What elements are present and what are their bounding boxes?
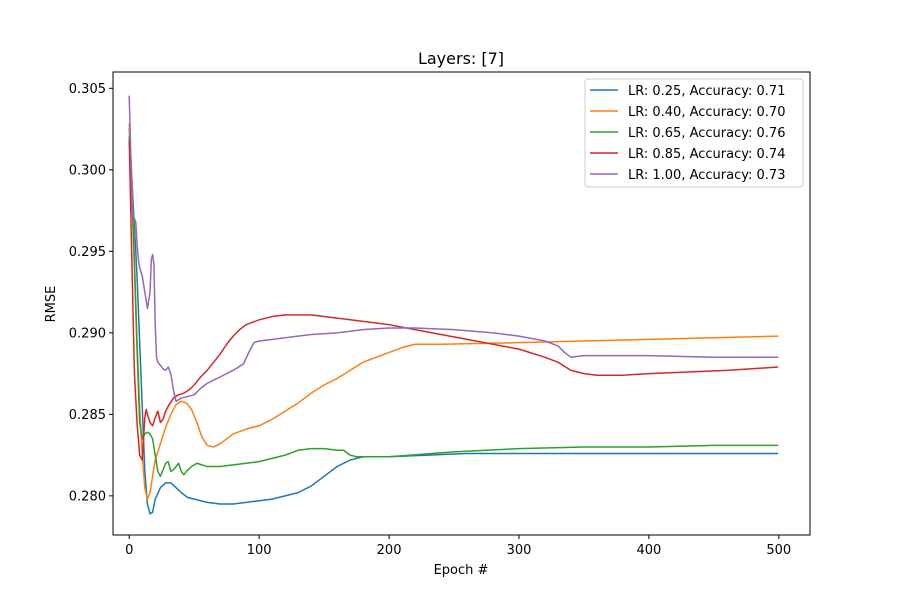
legend-label-2: LR: 0.40, Accuracy: 0.70 [628,105,785,120]
legend-label-5: LR: 1.00, Accuracy: 0.73 [628,168,785,183]
plot-frame [112,71,811,536]
y-tick-label: 0.280 [69,489,106,504]
legend-entries: LR: 0.25, Accuracy: 0.71 LR: 0.40, Accura… [590,84,785,183]
legend-label-1: LR: 0.25, Accuracy: 0.71 [628,84,785,99]
y-axis: 0.280 0.285 0.290 0.295 0.300 0.305 [69,82,113,504]
y-tick-label: 0.295 [69,245,106,260]
x-tick-label: 400 [636,543,661,558]
legend-box [584,78,804,188]
y-tick-label: 0.300 [69,163,106,178]
y-tick-label: 0.305 [69,82,106,97]
y-tick-label: 0.290 [69,326,106,341]
series-line-2 [128,123,779,500]
series-line-3 [128,136,779,478]
legend-label-3: LR: 0.65, Accuracy: 0.76 [628,126,785,141]
x-tick-label: 500 [766,543,791,558]
y-tick-label: 0.285 [69,408,106,423]
x-tick-label: 300 [507,543,532,558]
y-axis-label: RMSE [44,286,59,323]
legend: LR: 0.25, Accuracy: 0.71 LR: 0.40, Accura… [584,78,804,188]
x-tick-label: 200 [377,543,402,558]
chart-title: Layers: [7] [418,49,504,68]
series-layer [128,95,779,515]
series-line-5 [128,95,779,403]
legend-label-4: LR: 0.85, Accuracy: 0.74 [628,147,785,162]
x-axis-label: Epoch # [434,563,489,578]
series-line-4 [128,139,779,461]
x-tick-label: 0 [125,543,133,558]
plot-area [128,95,779,515]
x-axis: 0 100 200 300 400 500 [125,535,791,558]
x-tick-label: 100 [247,543,272,558]
